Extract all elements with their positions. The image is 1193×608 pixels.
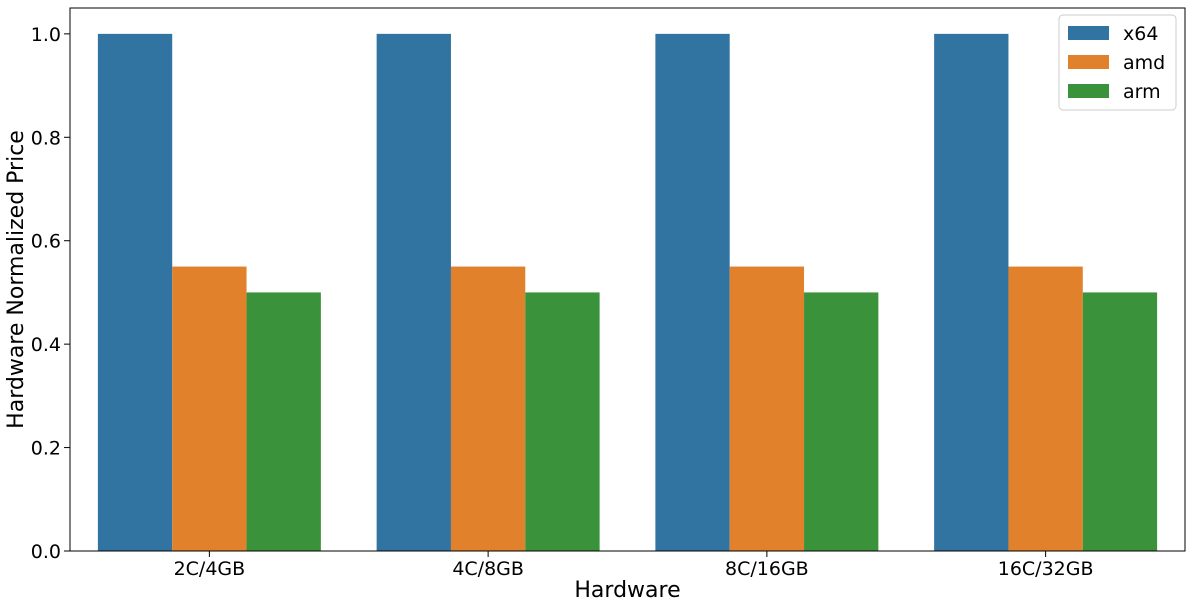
y-tick-label: 0.6 [31,231,61,253]
x-tick-label: 8C/16GB [725,558,809,580]
bar-amd-1 [172,266,247,551]
y-tick-label: 0.8 [31,127,61,149]
y-axis-title: Hardware Normalized Price [4,130,29,429]
y-axis-ticks: 0.0 0.2 0.4 0.6 0.8 1.0 [31,24,70,563]
x-axis-title: Hardware [574,578,680,603]
x-tick-label: 4C/8GB [452,558,524,580]
legend-swatch-x64 [1068,26,1109,40]
legend-label-arm: arm [1123,81,1161,103]
y-tick-label: 0.4 [31,334,61,356]
legend-swatch-amd [1068,55,1109,69]
y-tick-label: 0.0 [31,541,61,563]
x-tick-label: 16C/32GB [998,558,1094,580]
bar-amd-4 [1008,266,1083,551]
legend-label-x64: x64 [1123,23,1158,45]
bar-arm-1 [246,292,321,551]
x-axis-ticks: 2C/4GB 4C/8GB 8C/16GB 16C/32GB [174,551,1094,580]
bar-amd-3 [729,266,805,551]
bar-amd-2 [450,266,526,551]
x-tick-label: 2C/4GB [174,558,246,580]
legend-label-amd: amd [1123,52,1165,74]
y-tick-label: 0.2 [31,438,61,460]
plot-frame [69,7,1186,552]
bar-arm-2 [525,292,600,551]
bar-group [97,33,1158,552]
bar-x64-3 [655,33,730,552]
bar-arm-4 [1082,292,1158,551]
y-tick-label: 1.0 [31,24,61,46]
bar-arm-3 [804,292,879,551]
bar-x64-2 [376,33,451,552]
legend: x64 amd arm [1058,14,1177,111]
bar-x64-1 [97,33,173,552]
legend-swatch-arm [1068,84,1109,98]
bar-x64-4 [934,33,1009,552]
